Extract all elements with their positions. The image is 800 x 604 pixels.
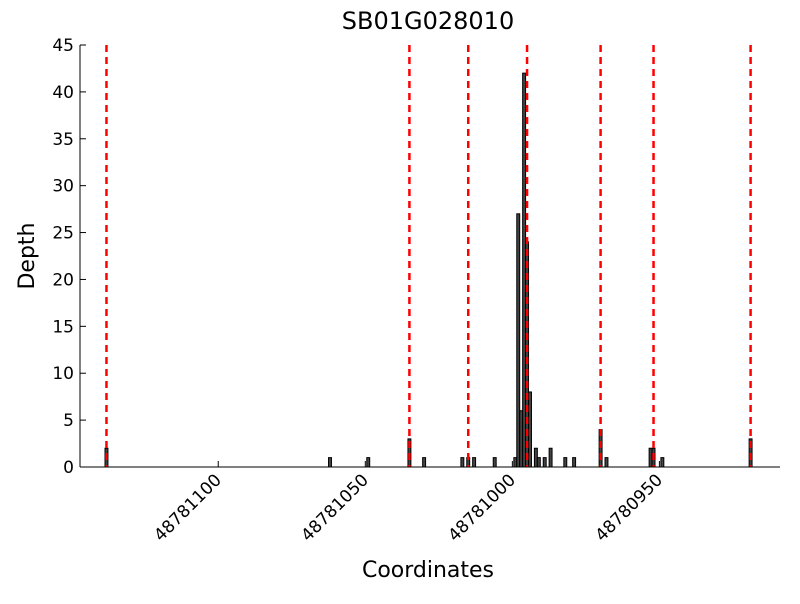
y-tick-label: 45 xyxy=(52,36,74,56)
bar xyxy=(328,457,332,468)
bar xyxy=(572,457,577,468)
bar xyxy=(548,447,553,468)
bar xyxy=(460,457,465,468)
bar xyxy=(492,457,497,468)
bar xyxy=(542,457,547,468)
chart-title: SB01G028010 xyxy=(342,7,514,35)
bar xyxy=(604,457,609,468)
bar xyxy=(563,457,568,468)
y-tick-label: 30 xyxy=(52,177,74,197)
x-tick-label: 48781000 xyxy=(445,470,520,545)
y-tick-label: 5 xyxy=(63,411,74,431)
x-tick-label: 48781050 xyxy=(298,470,373,545)
bar xyxy=(528,391,532,468)
y-tick-label: 40 xyxy=(52,83,74,103)
y-tick-label: 25 xyxy=(52,224,74,244)
x-axis-label: Coordinates xyxy=(362,558,494,583)
bar xyxy=(536,457,541,468)
y-tick-label: 0 xyxy=(63,458,74,478)
y-tick-label: 10 xyxy=(52,364,74,384)
x-tick-label: 48780950 xyxy=(592,470,667,545)
bar xyxy=(366,457,371,468)
y-tick-label: 15 xyxy=(52,317,74,337)
bar xyxy=(472,457,477,468)
y-tick-label: 20 xyxy=(52,270,74,290)
y-tick-label: 35 xyxy=(52,130,74,150)
bar xyxy=(660,457,665,468)
x-tick-label: 48781100 xyxy=(150,470,225,545)
y-axis-label: Depth xyxy=(15,222,40,289)
bar xyxy=(422,457,427,468)
